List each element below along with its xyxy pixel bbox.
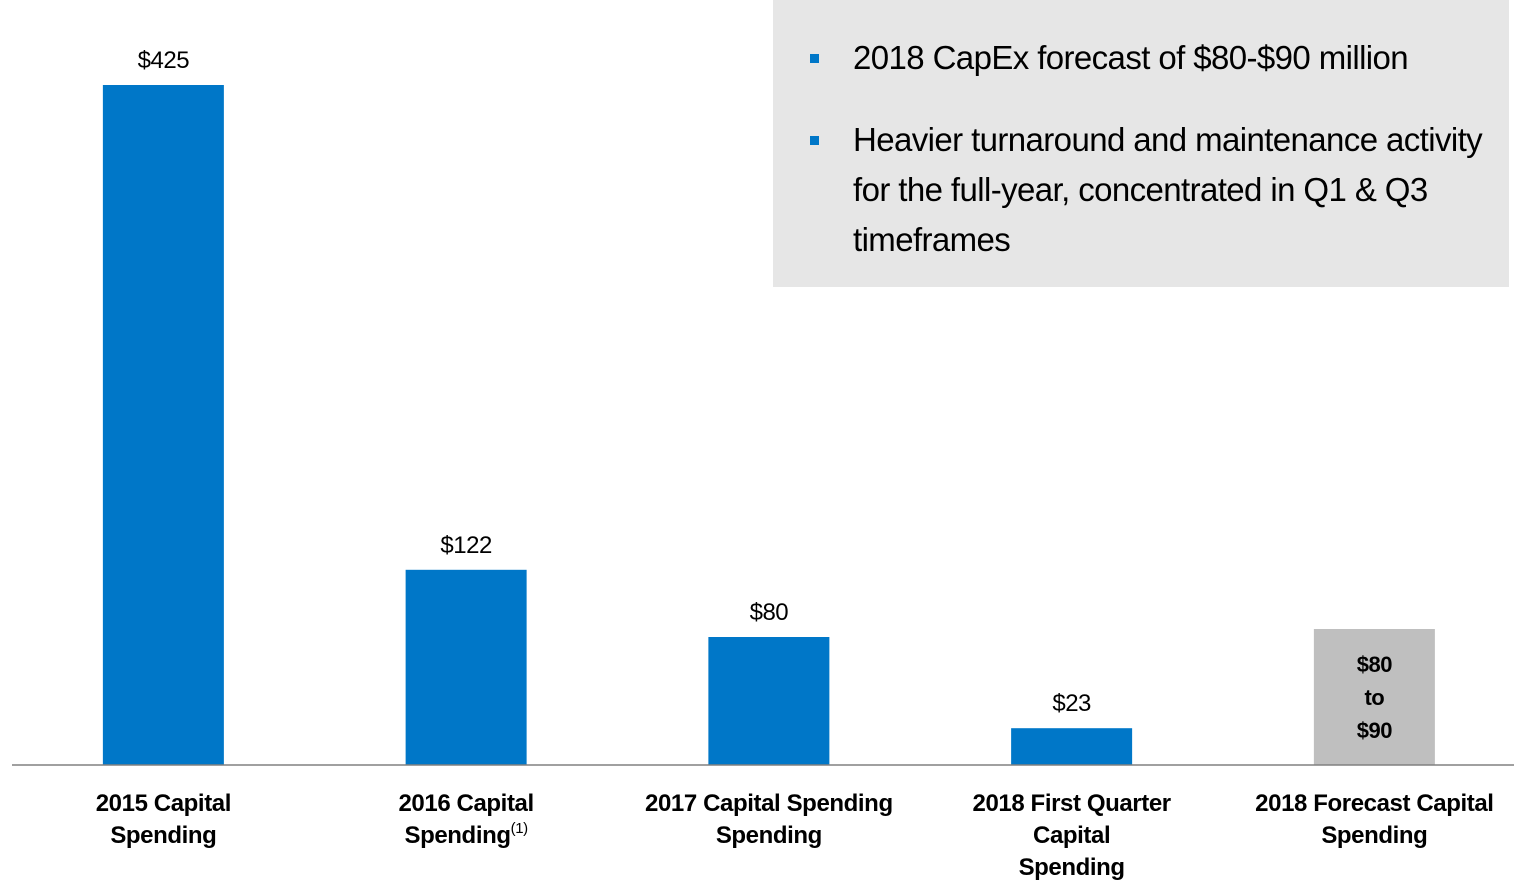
- x-tick-label: 2017 Capital Spending Spending: [619, 788, 919, 852]
- footnote: (1): [510, 820, 529, 837]
- bar: [405, 569, 527, 765]
- category-text: 2018 Forecast Capital Spending: [1255, 790, 1494, 849]
- bullet-text: 2018 CapEx forecast of $80-$90 million: [853, 39, 1409, 76]
- bullet-marker: [810, 136, 819, 145]
- bar: [102, 85, 224, 765]
- bar: [1313, 629, 1435, 765]
- category-text: 2016 Capital Spending: [398, 790, 534, 849]
- value-label: $23: [1052, 690, 1091, 718]
- x-tick-label: 2016 Capital Spending(1): [316, 788, 616, 852]
- x-tick-label: 2018 First Quarter Capital Spending: [922, 788, 1222, 884]
- x-tick-label: 2015 Capital Spending: [13, 788, 313, 852]
- bar: [1011, 728, 1133, 765]
- value-label: $122: [440, 531, 492, 559]
- bar: [708, 637, 830, 765]
- category-text: 2015 Capital Spending: [95, 790, 232, 849]
- bullet-marker: [810, 54, 819, 63]
- category-text: 2017 Capital Spending Spending: [645, 790, 893, 849]
- x-tick-label: 2018 Forecast Capital Spending: [1224, 788, 1514, 852]
- note-box: 2018 CapEx forecast of $80-$90 million He…: [773, 0, 1509, 287]
- value-label: $425: [137, 47, 190, 74]
- value-label: $80: [749, 599, 789, 626]
- bullet-text: Heavier turnaround and maintenance activ…: [853, 121, 1483, 258]
- category-text: 2018 First Quarter Capital Spending: [972, 790, 1172, 881]
- value-label: $80 to $90: [1356, 651, 1393, 743]
